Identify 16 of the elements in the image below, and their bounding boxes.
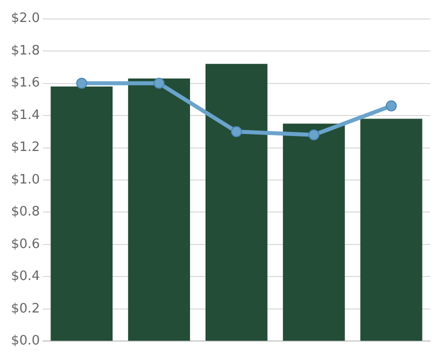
y-tick-label: $0.0 bbox=[10, 334, 40, 349]
point bbox=[386, 100, 397, 112]
y-tick-label: $0.2 bbox=[10, 301, 40, 316]
point bbox=[230, 126, 242, 138]
y-tick-label: $1.6 bbox=[10, 76, 40, 91]
point bbox=[308, 129, 320, 140]
y-tick-label: $2.0 bbox=[10, 11, 40, 26]
point bbox=[76, 78, 88, 89]
y-tick-label: $0.4 bbox=[10, 269, 40, 284]
point bbox=[154, 78, 165, 89]
y-tick-label: $1.8 bbox=[10, 43, 40, 58]
y-tick-label: $1.0 bbox=[10, 172, 40, 188]
y-tick-label: $1.2 bbox=[10, 140, 40, 156]
y-tick-label: $0.8 bbox=[10, 204, 40, 220]
y-tick-label: $1.4 bbox=[10, 108, 40, 123]
y-tick-label: $0.6 bbox=[10, 236, 40, 252]
